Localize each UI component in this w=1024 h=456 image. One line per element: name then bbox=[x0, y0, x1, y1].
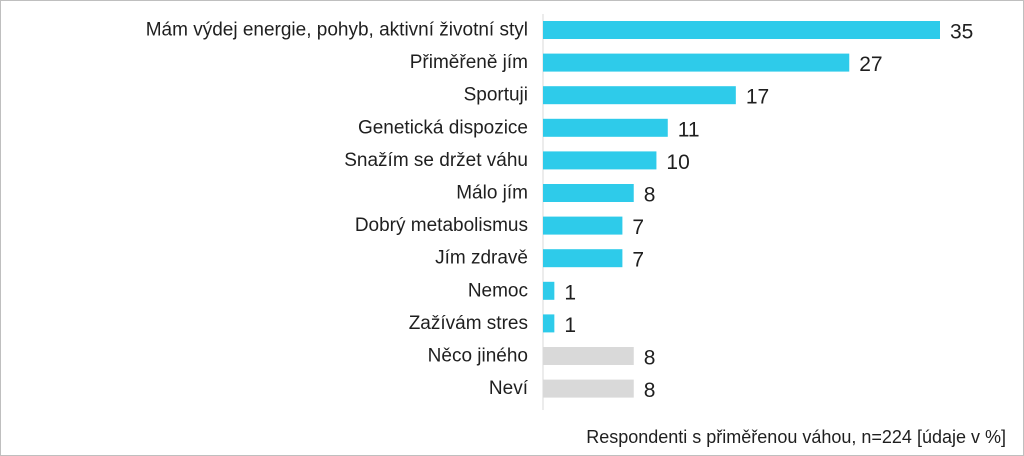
value-label: 27 bbox=[859, 53, 882, 76]
bar bbox=[543, 21, 940, 39]
chart-footnote: Respondenti s přiměřenou váhou, n=224 [ú… bbox=[586, 427, 1006, 447]
bar bbox=[543, 151, 657, 170]
value-label: 10 bbox=[666, 151, 689, 174]
category-label: Něco jiného bbox=[428, 346, 528, 367]
value-label: 7 bbox=[632, 249, 644, 272]
bar bbox=[543, 314, 555, 333]
value-label: 7 bbox=[632, 216, 644, 239]
category-label: Nemoc bbox=[468, 280, 528, 301]
bar bbox=[543, 184, 634, 202]
bar bbox=[543, 118, 668, 137]
category-label: Mám výdej energie, pohyb, aktivní životn… bbox=[146, 20, 528, 41]
value-label: 8 bbox=[644, 379, 656, 402]
category-label: Genetická dispozice bbox=[358, 117, 528, 138]
category-label: Málo jím bbox=[456, 183, 528, 204]
value-label: 1 bbox=[564, 281, 576, 304]
value-label: 8 bbox=[644, 184, 656, 207]
value-label: 35 bbox=[950, 21, 973, 44]
category-label: Snažím se držet váhu bbox=[344, 150, 528, 171]
category-label: Dobrý metabolismus bbox=[355, 215, 528, 236]
category-label: Sportuji bbox=[464, 85, 528, 106]
bar bbox=[543, 216, 623, 235]
value-label: 1 bbox=[564, 314, 576, 337]
bar bbox=[543, 53, 850, 72]
category-label: Jím zdravě bbox=[435, 248, 528, 269]
bar bbox=[543, 281, 555, 300]
value-label: 17 bbox=[746, 86, 769, 109]
bar bbox=[543, 379, 634, 398]
category-label: Přiměřeně jím bbox=[410, 52, 528, 73]
bar bbox=[543, 249, 623, 268]
category-label: Neví bbox=[489, 378, 529, 399]
bar bbox=[543, 86, 736, 105]
value-label: 8 bbox=[644, 347, 656, 370]
bar bbox=[543, 347, 634, 365]
value-label: 11 bbox=[678, 118, 700, 141]
category-label: Zažívám stres bbox=[409, 313, 528, 334]
